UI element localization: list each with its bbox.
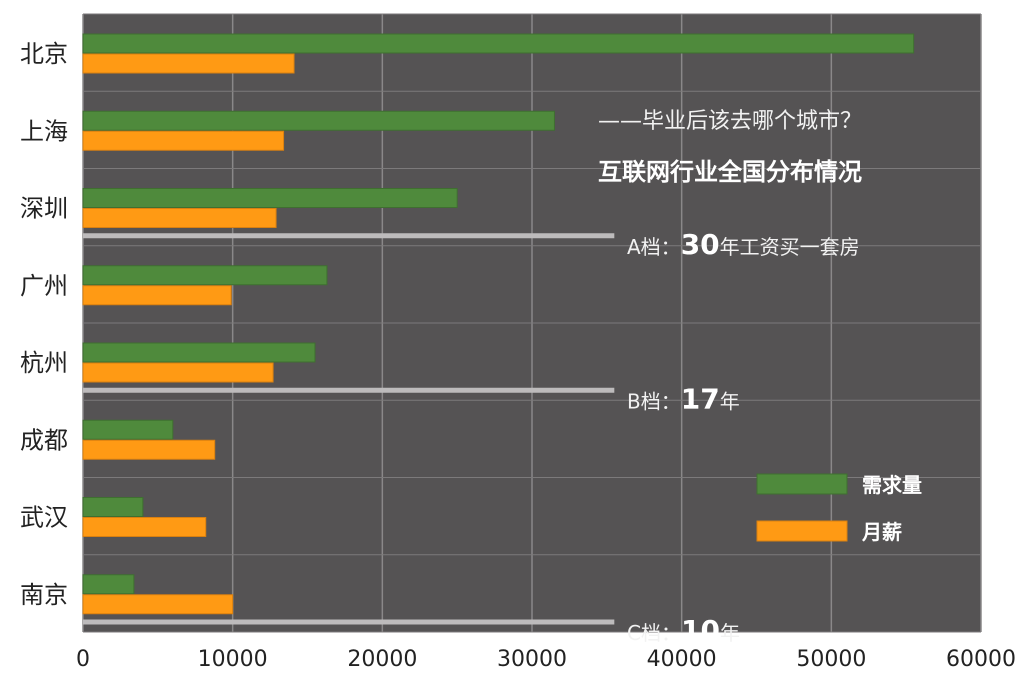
- bar-demand: [82, 265, 328, 286]
- tier-label: B档：17年: [627, 382, 740, 415]
- category-label: 深圳: [20, 195, 68, 223]
- category-label: 杭州: [20, 349, 68, 377]
- bar-demand: [82, 110, 555, 131]
- bar-salary: [82, 53, 295, 74]
- legend-swatch-salary: [756, 520, 848, 542]
- x-tick-labels: 0 10000 20000 30000 40000 50000 60000: [76, 647, 1016, 672]
- bars: [82, 33, 915, 615]
- bar-demand: [82, 33, 915, 54]
- category-label: 武汉: [20, 504, 68, 532]
- bar-salary: [82, 439, 216, 460]
- bar-salary: [82, 517, 207, 537]
- bar-demand: [82, 342, 316, 363]
- x-tick-label: 30000: [497, 647, 567, 672]
- bar-salary: [82, 130, 285, 151]
- x-tick-label: 40000: [647, 647, 717, 672]
- bar-salary: [82, 285, 232, 306]
- chart-title: 互联网行业全国分布情况: [598, 158, 862, 186]
- tier-label: A档：30年工资买一套房: [627, 228, 860, 261]
- bar-demand: [82, 419, 174, 440]
- category-label: 成都: [20, 426, 68, 454]
- x-tick-label: 20000: [347, 647, 417, 672]
- x-tick-label: 60000: [946, 647, 1016, 672]
- category-label: 北京: [20, 40, 68, 68]
- bar-salary: [82, 208, 277, 228]
- annotations: A档：30年工资买一套房 B档：17年 C档：10年: [83, 228, 860, 647]
- x-tick-label: 10000: [198, 647, 268, 672]
- category-label: 广州: [20, 272, 68, 300]
- bar-salary: [82, 362, 274, 383]
- category-label: 南京: [20, 581, 68, 609]
- bar-salary: [82, 594, 234, 615]
- legend: 需求量 月薪: [756, 473, 922, 544]
- legend-label-demand: 需求量: [862, 473, 922, 497]
- bar-demand: [82, 574, 135, 595]
- bar-demand: [82, 188, 458, 208]
- chart-subtitle: ——毕业后该去哪个城市？: [598, 109, 862, 134]
- legend-label-salary: 月薪: [861, 520, 902, 544]
- category-label: 上海: [20, 117, 68, 145]
- x-tick-label: 0: [76, 647, 90, 672]
- legend-swatch-demand: [756, 473, 848, 495]
- tier-label: C档：10年: [627, 614, 740, 647]
- bar-demand: [82, 497, 144, 517]
- x-tick-label: 50000: [796, 647, 866, 672]
